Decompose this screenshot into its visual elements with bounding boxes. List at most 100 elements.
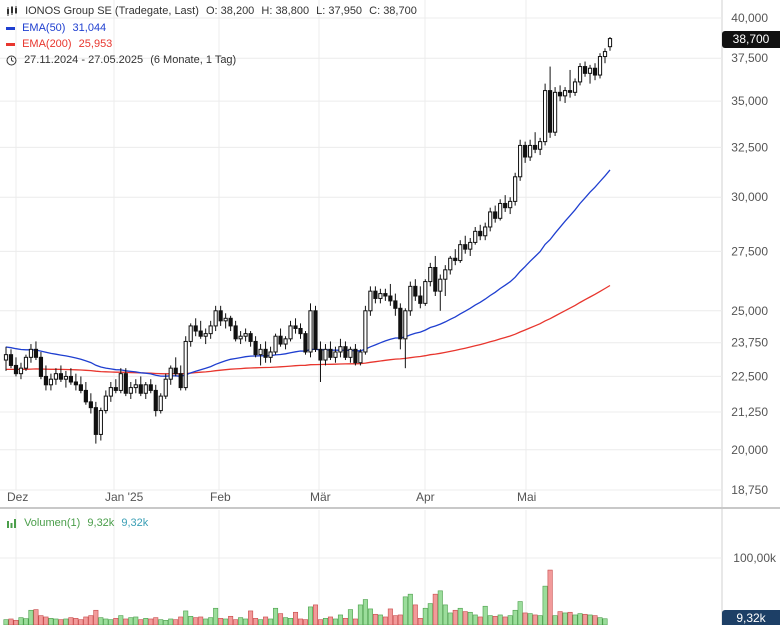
- candle: [283, 336, 288, 350]
- volume-bar: [198, 616, 204, 625]
- ohlc-legend: IONOS Group SE (Tradegate, Last) O: 38,2…: [6, 4, 417, 18]
- candle-body: [63, 375, 69, 380]
- volume-bar: [258, 619, 264, 625]
- x-tick-label: Mai: [517, 490, 536, 504]
- candle-body: [133, 384, 138, 389]
- candle: [438, 274, 443, 311]
- candle: [163, 373, 168, 399]
- x-tick-label: Dez: [7, 490, 28, 504]
- candle-body: [443, 269, 448, 280]
- volume-bar: [278, 613, 284, 625]
- candle: [43, 365, 49, 391]
- volume-bar: [73, 617, 79, 625]
- candle: [273, 333, 278, 355]
- candle-body: [488, 211, 493, 228]
- volume-bar: [248, 610, 254, 625]
- candle: [248, 331, 253, 347]
- candle-body: [562, 90, 568, 97]
- candle: [503, 195, 508, 212]
- volume-bar: [412, 604, 418, 625]
- candle: [203, 328, 208, 345]
- candle-body: [567, 90, 573, 93]
- candle-body: [138, 384, 143, 394]
- volume-bar: [402, 596, 408, 625]
- candle-body: [538, 141, 543, 150]
- volume-bar: [238, 617, 244, 625]
- candle-body: [323, 348, 328, 361]
- volume-legend: Volumen(1) 9,32k 9,32k: [6, 516, 148, 530]
- candle: [108, 381, 113, 402]
- candle: [83, 381, 88, 405]
- candle: [458, 240, 463, 263]
- candle-body: [283, 338, 288, 345]
- candle-body: [33, 348, 39, 358]
- candle-body: [508, 200, 513, 209]
- candle-body: [103, 395, 108, 412]
- candle-body: [238, 335, 243, 340]
- volume-bar: [487, 615, 493, 625]
- volume-bar: [178, 616, 184, 625]
- volume-bar: [472, 614, 478, 625]
- candle-body: [308, 310, 313, 353]
- candle-body: [148, 384, 153, 391]
- candle: [93, 401, 98, 444]
- volume-bar: [8, 618, 14, 625]
- candle: [123, 368, 128, 397]
- candle: [238, 331, 243, 345]
- candle: [473, 226, 478, 245]
- candle: [398, 303, 403, 350]
- candle: [538, 137, 543, 156]
- x-tick-label: Feb: [210, 490, 231, 504]
- candle-body: [68, 375, 73, 383]
- candle: [118, 368, 123, 394]
- open-value: 38,200: [220, 5, 255, 17]
- volume-bar: [28, 609, 34, 625]
- candle-body: [333, 351, 338, 358]
- y-tick-label: 35,000: [731, 94, 768, 108]
- volume-bar: [522, 612, 528, 625]
- close-value: 38,700: [383, 5, 417, 17]
- volume-bar: [582, 613, 588, 625]
- candle: [218, 305, 223, 326]
- candle: [413, 279, 418, 301]
- candle: [298, 323, 303, 339]
- candle: [58, 365, 64, 382]
- candle-body: [328, 348, 333, 358]
- volume-bar: [303, 619, 309, 625]
- candle: [373, 286, 378, 304]
- ema50-label: EMA(50): [22, 22, 66, 34]
- volume-bar: [362, 599, 368, 625]
- candle-body: [288, 325, 293, 340]
- candle-body: [43, 375, 49, 386]
- candle: [408, 281, 413, 316]
- volume-bar: [427, 603, 433, 625]
- volume-bar: [243, 618, 249, 625]
- candle: [533, 132, 538, 154]
- candle-body: [587, 67, 593, 74]
- candle: [343, 341, 348, 361]
- ema200-legend[interactable]: EMA(200) 25,953: [6, 37, 112, 51]
- date-range-legend: 27.11.2024 - 27.05.2025 (6 Monate, 1 Tag…: [6, 53, 236, 67]
- ema50-legend[interactable]: EMA(50) 31,044: [6, 21, 106, 35]
- ema50-line: [5, 169, 611, 377]
- candle: [103, 390, 108, 414]
- high-value: 38,800: [275, 5, 310, 17]
- candle: [338, 338, 343, 358]
- candle: [328, 341, 333, 361]
- y-tick-label: 23,750: [731, 336, 768, 350]
- volume-bar: [442, 604, 448, 625]
- volume-bar: [567, 611, 573, 625]
- candle-body: [597, 56, 603, 76]
- volume-bar: [592, 615, 598, 625]
- volume-bar: [53, 618, 59, 625]
- volume-bar: [332, 618, 338, 625]
- candle-body: [473, 230, 478, 243]
- candle-body: [73, 381, 78, 386]
- candle-body: [8, 354, 14, 366]
- candle-body: [253, 340, 258, 356]
- candle-body: [358, 351, 363, 364]
- candle: [208, 320, 213, 339]
- candle: [483, 222, 488, 241]
- candle-body: [463, 244, 468, 250]
- volume-bar: [337, 614, 343, 625]
